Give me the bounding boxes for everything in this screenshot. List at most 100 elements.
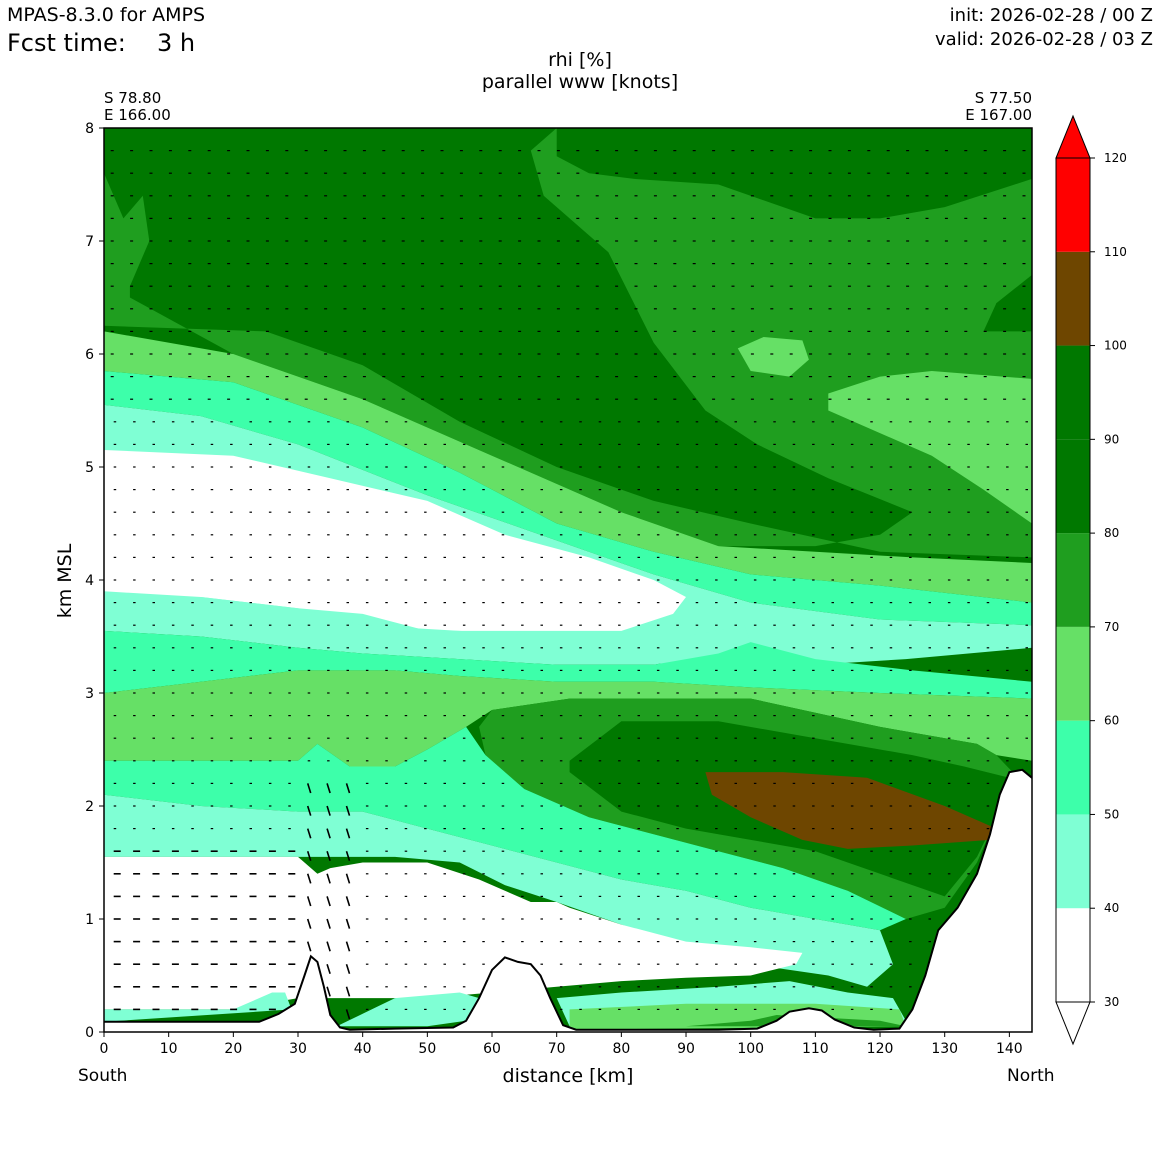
x-tick-label: 140 <box>996 1041 1023 1057</box>
left-end-longitude: E 166.00 <box>104 106 171 124</box>
colorbar-tick-label: 50 <box>1104 807 1119 821</box>
valid-time: valid: 2026-02-28 / 03 Z <box>935 29 1153 50</box>
colorbar-segment <box>1056 345 1090 440</box>
colorbar-tick-label: 30 <box>1104 995 1119 1009</box>
x-tick-label: 100 <box>737 1041 764 1057</box>
y-tick-label: 8 <box>85 121 94 137</box>
wind-vector <box>345 850 351 862</box>
chart-subtitle: parallel www [knots] <box>481 71 679 93</box>
right-end-latitude: S 77.50 <box>974 89 1032 107</box>
x-tick-label: 0 <box>100 1041 109 1057</box>
colorbar-tick-label: 70 <box>1104 620 1119 634</box>
wind-vector <box>306 918 312 929</box>
wind-vector <box>345 805 351 816</box>
y-tick-label: 6 <box>85 347 94 363</box>
colorbar-segment <box>1056 439 1090 534</box>
y-tick-label: 3 <box>85 686 94 702</box>
colorbar: 30 40 50 60 70 80 90 100 110 120 <box>1055 114 1127 1046</box>
rhi-fill-70-80-upper <box>104 128 1032 558</box>
rhi-fill-100-110 <box>705 772 997 849</box>
forecast-time-label: Fcst time: <box>7 29 126 57</box>
x-tick-label: 70 <box>548 1041 566 1057</box>
rhi-fill-below-40-lower <box>104 856 803 1010</box>
axes: 0 10 20 30 40 50 60 70 80 90 100 110 120 130 140 0 1 2 3 4 5… <box>85 121 1033 1057</box>
wind-vector <box>326 963 331 975</box>
wind-vector <box>345 1009 351 1020</box>
wind-vector <box>345 986 351 997</box>
colorbar-tick-label: 110 <box>1104 245 1127 259</box>
wind-vector <box>345 896 351 907</box>
rhi-fill-50-60-upper <box>104 371 1032 626</box>
wind-vector <box>345 941 351 952</box>
colorbar-segment <box>1056 720 1090 815</box>
terrain-layer <box>104 768 1033 1032</box>
terrain-fill <box>104 769 1032 1032</box>
colorbar-segment <box>1056 533 1090 627</box>
colorbar-segment <box>1056 814 1090 909</box>
wind-vector <box>326 941 331 952</box>
rhi-fill-50-60-mid <box>104 630 1032 699</box>
chart-title: rhi [%] <box>548 49 612 71</box>
wind-vector <box>326 873 331 884</box>
y-tick-label: 2 <box>85 799 94 815</box>
colorbar-segment <box>1056 251 1090 346</box>
wind-vector <box>306 850 312 862</box>
x-tick-label: 10 <box>160 1041 178 1057</box>
wind-vector <box>306 873 312 884</box>
rhi-fill-40-50-mid <box>104 597 751 665</box>
x-tick-label: 50 <box>418 1041 436 1057</box>
wind-vector <box>306 828 312 839</box>
rhi-fill-60-70-blob <box>737 337 809 377</box>
init-time: init: 2026-02-28 / 00 Z <box>949 5 1153 26</box>
wind-vector <box>345 873 351 884</box>
x-tick-label: 130 <box>931 1041 958 1057</box>
colorbar-tick-label: 120 <box>1104 151 1127 165</box>
colorbar-extend-min <box>1055 1001 1091 1046</box>
y-tick-label: 0 <box>85 1025 94 1041</box>
wind-vector <box>326 805 331 816</box>
south-label: South <box>78 1066 128 1086</box>
colorbar-segment <box>1056 158 1090 252</box>
rhi-contour-fills <box>104 128 1032 1032</box>
wind-vector <box>345 783 351 794</box>
colorbar-extend-max <box>1055 114 1091 159</box>
terrain-outline <box>104 768 1033 1031</box>
model-name: MPAS-8.3.0 for AMPS <box>7 4 206 26</box>
rhi-fill-60-70-mid <box>104 670 1032 767</box>
wind-vector <box>345 828 351 839</box>
wind-vector <box>326 828 331 839</box>
wind-vector <box>326 986 331 997</box>
wind-vector <box>326 918 331 929</box>
y-tick-label: 4 <box>85 573 94 589</box>
forecast-time-value: 3 h <box>157 29 196 57</box>
rhi-fill-80-edge-right <box>983 274 1032 332</box>
rhi-fill-40-50-surface-left <box>104 992 292 1022</box>
x-tick-label: 20 <box>224 1041 242 1057</box>
wind-vector <box>306 896 312 907</box>
x-tick-label: 30 <box>289 1041 307 1057</box>
wind-vector <box>326 783 331 794</box>
rhi-fill-60-70-patch <box>828 371 1032 524</box>
wind-vector <box>306 783 312 794</box>
colorbar-tick-label: 40 <box>1104 901 1119 915</box>
wind-vector <box>326 850 331 862</box>
wind-vector <box>306 805 312 816</box>
rhi-fill-40-50-lower <box>104 794 893 987</box>
rhi-fill-40-50-surface-mid <box>336 992 480 1027</box>
x-tick-label: 110 <box>802 1041 829 1057</box>
rhi-fill-below-40-mid <box>104 450 686 631</box>
x-tick-label: 80 <box>612 1041 630 1057</box>
left-end-latitude: S 78.80 <box>104 89 162 107</box>
colorbar-tick-label: 90 <box>1104 432 1119 446</box>
x-tick-label: 120 <box>867 1041 894 1057</box>
rhi-fill-50-60-lower <box>104 726 906 931</box>
wind-vector <box>326 896 331 907</box>
wind-vectors <box>110 150 1028 1020</box>
y-tick-label: 7 <box>85 234 94 250</box>
north-label: North <box>1007 1066 1055 1086</box>
colorbar-segment <box>1056 908 1090 1002</box>
x-axis-label: distance [km] <box>502 1065 634 1087</box>
x-tick-label: 40 <box>354 1041 372 1057</box>
colorbar-frame <box>1055 157 1091 1003</box>
